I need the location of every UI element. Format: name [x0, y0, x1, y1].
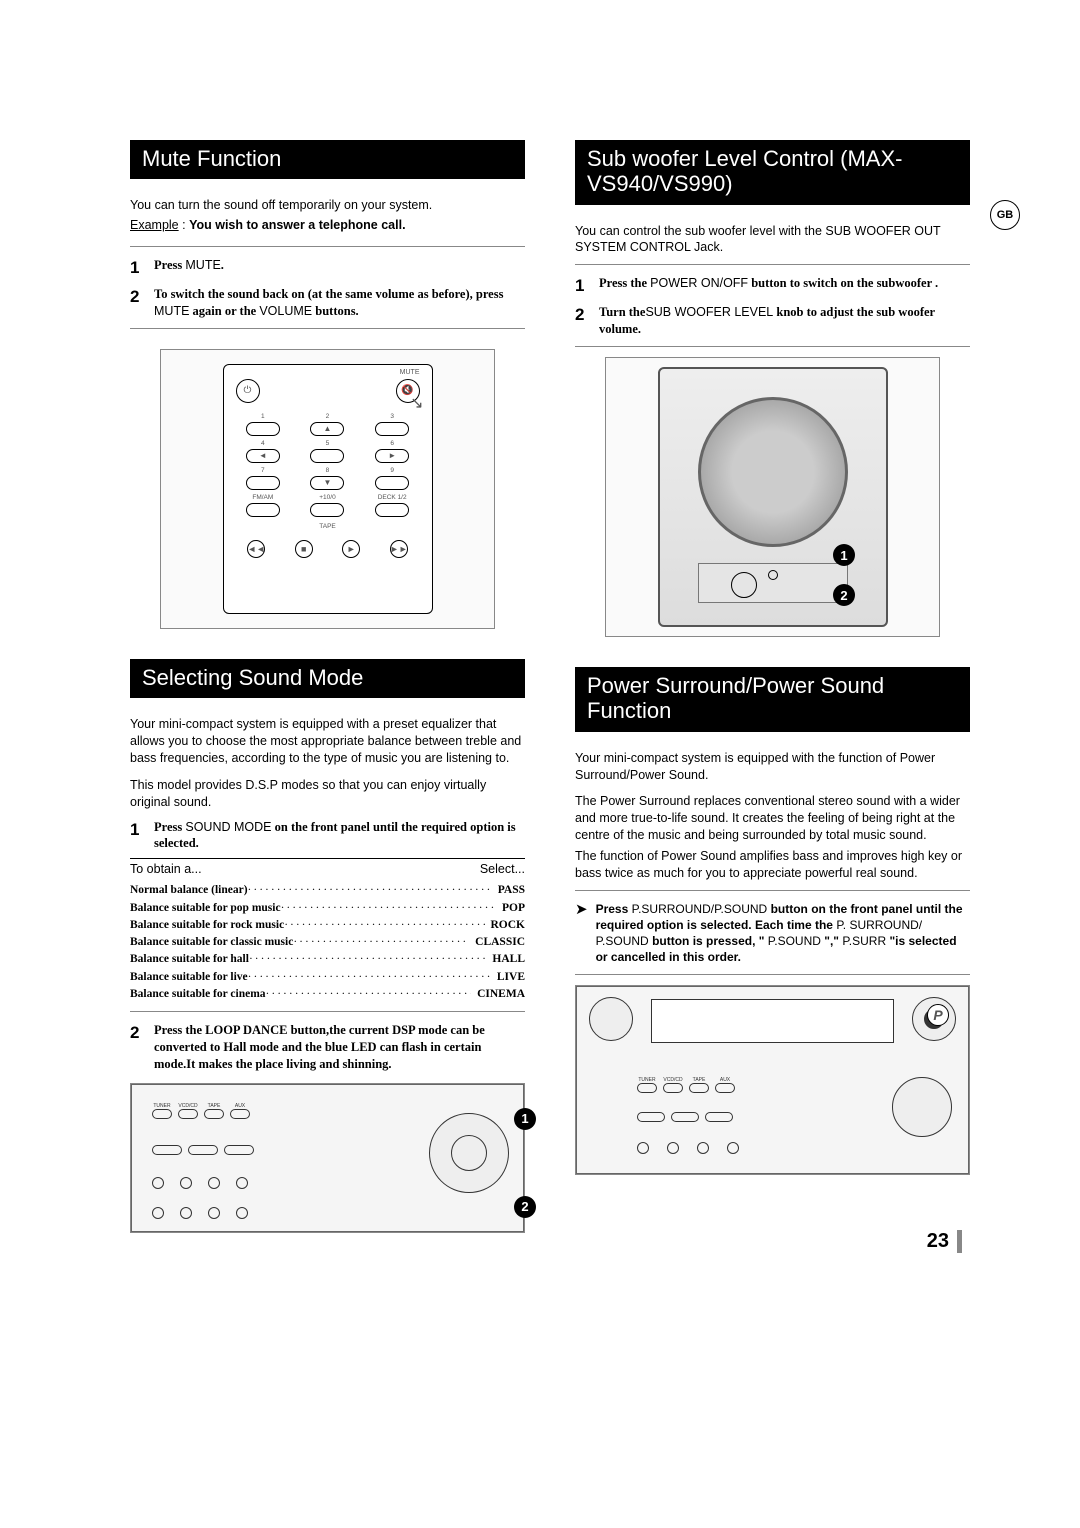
th-select: Select... — [480, 862, 525, 876]
stop-icon: ■ — [295, 540, 313, 558]
divider — [130, 328, 525, 329]
callout-2: 2 — [514, 1196, 536, 1218]
callout-2: 2 — [833, 584, 855, 606]
gb-badge: GB — [990, 200, 1020, 230]
step-text: Press the LOOP DANCE button,the current … — [154, 1022, 525, 1073]
step-text: Press the POWER ON/OFF button to switch … — [599, 275, 938, 298]
front-panel-illustration-1: TUNER VCD/CD TAPE AUX 1 2 — [130, 1083, 525, 1233]
ps-p3: The function of Power Sound amplifies ba… — [575, 848, 970, 882]
subwoofer-illustration: 1 2 — [605, 357, 940, 637]
ffwd-icon: ►► — [390, 540, 408, 558]
psurround-header: Power Surround/Power Sound Function — [575, 667, 970, 732]
ps-p1: Your mini-compact system is equipped wit… — [575, 750, 970, 784]
arrow-icon: ➤ — [575, 901, 588, 966]
divider — [130, 1011, 525, 1012]
step-number: 2 — [130, 286, 144, 320]
step-text: To switch the sound back on (at the same… — [154, 286, 525, 320]
step-text: Press SOUND MODE on the front panel unti… — [154, 819, 525, 853]
step-number: 1 — [130, 257, 144, 280]
step-number: 2 — [575, 304, 589, 338]
step-text: Turn theSUB WOOFER LEVEL knob to adjust … — [599, 304, 970, 338]
divider — [575, 264, 970, 265]
plus10-label: +10/0 — [300, 494, 355, 501]
deck12-label: DECK 1/2 — [365, 494, 420, 501]
mute-steps: 1 Press MUTE. 2 To switch the sound back… — [130, 257, 525, 320]
mute-pointer-icon: ↘ — [410, 393, 423, 413]
divider — [130, 246, 525, 247]
fmam-label: FM/AM — [236, 494, 291, 501]
sound-p1: Your mini-compact system is equipped wit… — [130, 716, 525, 767]
page-number: 23 — [927, 1230, 962, 1253]
left-column: Mute Function You can turn the sound off… — [130, 140, 525, 1233]
ps-p2: The Power Surround replaces conventional… — [575, 793, 970, 844]
step-number: 1 — [575, 275, 589, 298]
play-icon: ► — [342, 540, 360, 558]
subw-steps: 1 Press the POWER ON/OFF button to switc… — [575, 275, 970, 338]
mute-example: Example : You wish to answer a telephone… — [130, 218, 525, 232]
th-obtain: To obtain a... — [130, 862, 202, 876]
divider — [575, 346, 970, 347]
p-badge-icon: P — [927, 1004, 949, 1026]
step-number: 2 — [130, 1022, 144, 1073]
callout-1: 1 — [514, 1108, 536, 1130]
sound-p2: This model provides D.S.P modes so that … — [130, 777, 525, 811]
options-list: Normal balance (linear)PASSBalance suita… — [130, 882, 525, 1003]
divider — [575, 974, 970, 975]
rewind-icon: ◄◄ — [247, 540, 265, 558]
right-column: Sub woofer Level Control (MAX-VS940/VS99… — [575, 140, 970, 1233]
mute-header: Mute Function — [130, 140, 525, 179]
example-text: You wish to answer a telephone call. — [189, 218, 406, 232]
tape-label: TAPE — [236, 523, 420, 530]
soundmode-header: Selecting Sound Mode — [130, 659, 525, 698]
subwoofer-header: Sub woofer Level Control (MAX-VS940/VS99… — [575, 140, 970, 205]
ps-instruction: ➤ Press P.SURROUND/P.SOUND button on the… — [575, 901, 970, 966]
mute-label: MUTE — [400, 369, 420, 376]
remote-illustration: MUTE ↘ ⏻ 🔇 12▲34◄56►78▼9 FM/AM +10/0 DEC… — [160, 349, 495, 629]
subw-intro: You can control the sub woofer level wit… — [575, 223, 970, 257]
example-label: Example — [130, 218, 179, 232]
front-panel-illustration-2: TUNER VCD/CD TAPE AUX P — [575, 985, 970, 1175]
callout-1: 1 — [833, 544, 855, 566]
options-table-header: To obtain a... Select... — [130, 858, 525, 879]
divider — [575, 890, 970, 891]
power-icon: ⏻ — [236, 379, 260, 403]
mute-intro: You can turn the sound off temporarily o… — [130, 197, 525, 214]
step-text: Press MUTE. — [154, 257, 224, 280]
step-number: 1 — [130, 819, 144, 853]
